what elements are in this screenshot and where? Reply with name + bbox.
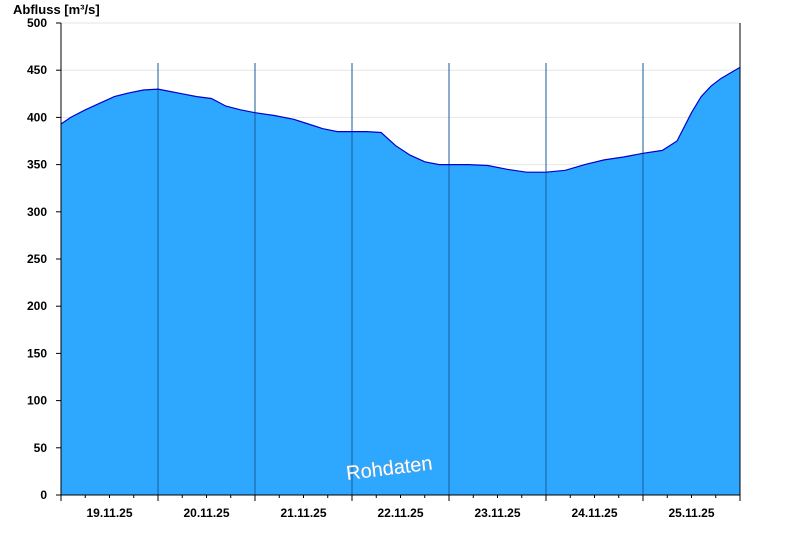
x-tick-label: 19.11.25 bbox=[86, 506, 132, 520]
y-tick-label: 100 bbox=[27, 394, 47, 408]
y-tick-label: 300 bbox=[27, 205, 47, 219]
x-tick-label: 22.11.25 bbox=[377, 506, 423, 520]
x-tick-label: 25.11.25 bbox=[668, 506, 714, 520]
x-tick-label: 21.11.25 bbox=[280, 506, 326, 520]
x-tick-label: 24.11.25 bbox=[571, 506, 617, 520]
y-tick-label: 250 bbox=[27, 252, 47, 266]
x-axis: 19.11.25 20.11.25 21.11.25 22.11.25 23.11.25… bbox=[60, 494, 741, 520]
y-axis: 0 50 100 150 200 250 300 350 400 450 500 bbox=[27, 16, 741, 502]
y-tick-label: 500 bbox=[27, 16, 47, 30]
y-tick-label: 350 bbox=[27, 158, 47, 172]
x-tick-label: 20.11.25 bbox=[183, 506, 229, 520]
y-tick-label: 450 bbox=[27, 63, 47, 77]
y-tick-label: 50 bbox=[34, 441, 48, 455]
y-tick-label: 150 bbox=[27, 346, 47, 360]
y-tick-label: 200 bbox=[27, 299, 47, 313]
y-tick-label: 400 bbox=[27, 110, 47, 124]
y-tick-label: 0 bbox=[40, 488, 47, 502]
y-axis-title: Abfluss [m³/s] bbox=[13, 2, 100, 17]
area-fill bbox=[61, 67, 740, 496]
day-divider-lines bbox=[157, 63, 644, 495]
x-tick-label: 23.11.25 bbox=[474, 506, 520, 520]
series-line bbox=[60, 66, 741, 173]
